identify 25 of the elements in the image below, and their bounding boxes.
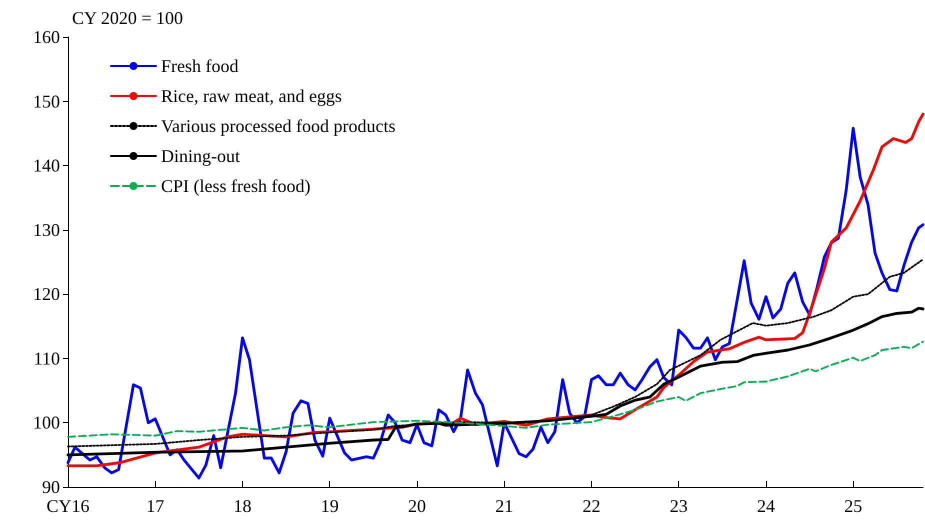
x-tick-label: 19 xyxy=(320,496,339,516)
y-tick-label: 160 xyxy=(33,27,60,47)
x-tick-label: 24 xyxy=(756,496,775,516)
x-tick-label: 25 xyxy=(844,496,862,516)
legend-label: Rice, raw meat, and eggs xyxy=(161,86,342,106)
legend-label: Dining-out xyxy=(161,146,240,166)
y-tick-label: 120 xyxy=(33,284,60,304)
x-tick-label: 21 xyxy=(495,496,514,516)
x-tick-label: 18 xyxy=(233,496,252,516)
x-tick-label: 17 xyxy=(146,496,164,516)
line-series xyxy=(67,340,924,438)
y-axis-title: CY 2020 = 100 xyxy=(72,8,183,28)
x-tick-label: 23 xyxy=(670,496,688,516)
y-tick-label: 90 xyxy=(42,477,60,497)
y-tick-label: 130 xyxy=(33,220,60,240)
y-tick-label: 110 xyxy=(34,348,60,368)
x-tick-label: CY16 xyxy=(46,496,90,516)
legend-label: Fresh food xyxy=(161,56,238,76)
y-tick-label: 150 xyxy=(33,91,60,112)
y-tick-label: 100 xyxy=(33,412,60,433)
legend-label: CPI (less fresh food) xyxy=(161,176,310,196)
x-tick-label: 20 xyxy=(408,496,426,516)
x-tick-label: 22 xyxy=(582,496,600,516)
y-tick-label: 140 xyxy=(33,156,60,176)
legend-label: Various processed food products xyxy=(161,116,396,136)
